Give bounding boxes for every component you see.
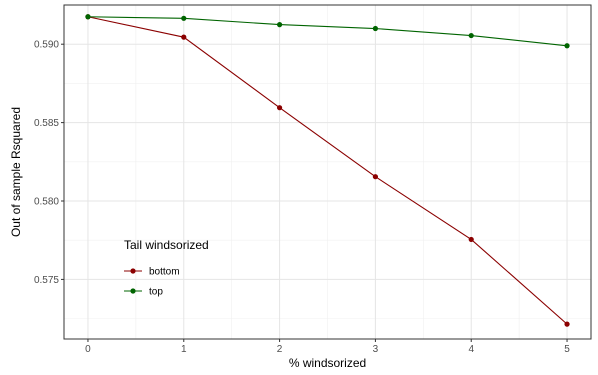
x-tick-label: 0 <box>85 344 91 355</box>
legend-key-point-bottom <box>130 268 136 274</box>
series-line-bottom <box>87 16 568 325</box>
major-gridlines <box>64 5 591 339</box>
data-point-bottom <box>276 105 283 111</box>
minor-gridlines <box>64 5 591 339</box>
data-point-top <box>276 22 283 28</box>
data-point-top <box>564 43 570 49</box>
y-tick-label: 0.585 <box>34 118 59 129</box>
y-tick-label: 0.590 <box>34 40 59 51</box>
x-axis-title: % windsorized <box>289 356 366 370</box>
legend: Tail windsorized bottom top <box>124 238 209 298</box>
data-point-top <box>468 32 474 39</box>
series-layer <box>85 14 570 327</box>
x-axis-ticks: 0 1 2 3 4 5 <box>85 339 570 355</box>
x-tick-label: 3 <box>373 344 379 355</box>
legend-label-top: top <box>149 287 163 298</box>
x-tick-label: 2 <box>277 344 283 355</box>
y-axis-ticks: 0.575 0.580 0.585 0.590 <box>34 40 64 286</box>
data-point-bottom <box>181 34 187 40</box>
panel-border <box>63 4 592 340</box>
x-tick-label: 4 <box>468 344 474 355</box>
data-point-top <box>372 25 379 32</box>
y-axis-title: Out of sample Rsquared <box>9 107 23 237</box>
series-line-top <box>87 16 568 47</box>
legend-label-bottom: bottom <box>149 267 180 278</box>
x-tick-label: 1 <box>181 344 187 355</box>
data-point-bottom <box>372 174 379 180</box>
legend-key-point-top <box>130 288 136 294</box>
x-tick-label: 5 <box>564 344 570 355</box>
data-point-bottom <box>564 321 570 327</box>
data-point-top <box>181 15 187 21</box>
y-tick-label: 0.575 <box>34 275 59 286</box>
data-point-bottom <box>468 236 474 243</box>
legend-title: Tail windsorized <box>124 238 209 252</box>
data-point-top <box>85 14 91 20</box>
y-tick-label: 0.580 <box>34 197 59 208</box>
